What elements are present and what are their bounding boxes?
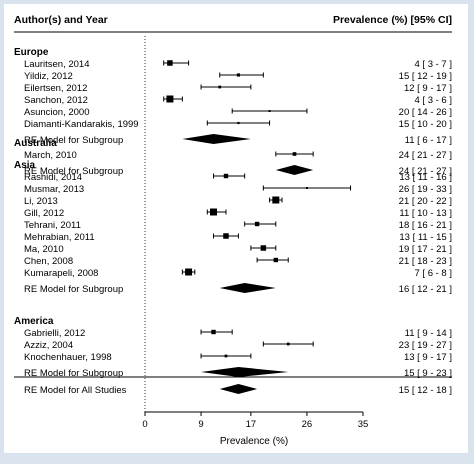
study-estimate-text: 26 [ 19 - 33 ] — [399, 184, 452, 195]
study-estimate-text: 4 [ 3 - 6 ] — [415, 95, 453, 106]
group-heading: Australia — [14, 138, 57, 149]
point-estimate — [273, 257, 278, 263]
point-estimate — [210, 208, 218, 216]
study-label: Mehrabian, 2011 — [24, 232, 95, 243]
study-estimate-text: 7 [ 6 - 8 ] — [415, 268, 453, 279]
plot-panel — [4, 4, 468, 453]
subgroup-estimate-text: 15 [ 9 - 23 ] — [404, 368, 452, 379]
study-label: Diamanti-Kandarakis, 1999 — [24, 119, 139, 130]
study-estimate-text: 13 [ 9 - 17 ] — [404, 352, 452, 363]
subgroup-summary-label: RE Model for Subgroup — [24, 284, 123, 295]
overall-label: RE Model for All Studies — [24, 385, 127, 396]
study-label: Li, 2013 — [24, 196, 58, 207]
point-estimate — [223, 173, 229, 179]
study-estimate-text: 12 [ 9 - 17 ] — [404, 83, 452, 94]
study-label: Lauritsen, 2014 — [24, 59, 90, 70]
study-label: Knochenhauer, 1998 — [24, 352, 112, 363]
subgroup-summary-label: RE Model for Subgroup — [24, 166, 123, 177]
subgroup-summary-label: RE Model for Subgroup — [24, 135, 123, 146]
point-estimate — [166, 95, 174, 103]
header-right: Prevalence (%) [95% CI] — [333, 14, 452, 26]
group-heading: America — [14, 316, 54, 327]
study-label: Kumarapeli, 2008 — [24, 268, 98, 279]
study-estimate-text: 20 [ 14 - 26 ] — [399, 107, 452, 118]
study-estimate-text: 11 [ 9 - 14 ] — [405, 328, 452, 339]
study-label: March, 2010 — [24, 150, 77, 161]
x-tick-label: 17 — [246, 419, 257, 430]
study-estimate-text: 21 [ 18 - 23 ] — [399, 256, 452, 267]
study-label: Sanchon, 2012 — [24, 95, 88, 106]
header-left: Author(s) and Year — [14, 14, 108, 26]
study-estimate-text: 18 [ 16 - 21 ] — [399, 220, 452, 231]
subgroup-summary-label: RE Model for Subgroup — [24, 368, 123, 379]
group-heading: Europe — [14, 47, 49, 58]
point-estimate — [211, 329, 216, 335]
x-tick-label: 0 — [142, 419, 147, 430]
study-estimate-text: 15 [ 12 - 19 ] — [399, 71, 452, 82]
study-label: Yildiz, 2012 — [24, 71, 73, 82]
point-estimate — [292, 152, 297, 156]
study-label: Gabrielli, 2012 — [24, 328, 85, 339]
x-axis: 0 9 17 26 35 — [142, 411, 369, 430]
point-estimate — [272, 196, 280, 204]
study-estimate-text: 13 [ 11 - 15 ] — [399, 232, 452, 243]
group-heading: Asia — [14, 160, 36, 171]
study-estimate-text: 21 [ 20 - 22 ] — [399, 196, 452, 207]
point-estimate — [254, 221, 260, 227]
x-tick-label: 26 — [302, 419, 313, 430]
study-estimate-text: 13 [ 11 - 16 ] — [399, 172, 452, 183]
subgroup-estimate-text: 16 [ 12 - 21 ] — [399, 284, 452, 295]
subgroup-estimate-text: 11 [ 6 - 17 ] — [405, 135, 452, 146]
subgroup-diamond — [182, 134, 251, 144]
x-tick-label: 9 — [198, 419, 203, 430]
study-label: Azziz, 2004 — [24, 340, 73, 351]
study-label: Gill, 2012 — [24, 208, 64, 219]
study-label: Asuncion, 2000 — [24, 107, 90, 118]
point-estimate — [185, 268, 193, 276]
study-estimate-text: 24 [ 21 - 27 ] — [399, 150, 452, 161]
point-estimate — [218, 85, 222, 89]
study-estimate-text: 15 [ 10 - 20 ] — [399, 119, 452, 130]
point-estimate — [260, 245, 267, 251]
study-label: Ma, 2010 — [24, 244, 64, 255]
study-label: Musmar, 2013 — [24, 184, 84, 195]
study-estimate-text: 23 [ 19 - 27 ] — [399, 340, 452, 351]
study-label: Chen, 2008 — [24, 256, 73, 267]
point-estimate — [286, 342, 290, 346]
study-estimate-text: 19 [ 17 - 21 ] — [399, 244, 452, 255]
x-axis-label: Prevalence (%) — [220, 436, 288, 447]
point-estimate — [224, 354, 228, 358]
subgroup-diamond — [275, 165, 314, 175]
study-label: Tehrani, 2011 — [24, 220, 81, 231]
point-estimate — [167, 60, 173, 66]
subgroup-diamond — [201, 367, 289, 377]
overall-diamond — [219, 384, 258, 394]
point-estimate — [237, 121, 240, 125]
point-estimate — [223, 233, 229, 239]
point-estimate — [236, 73, 240, 77]
study-label: Rashidi, 2014 — [24, 172, 82, 183]
point-estimate — [305, 187, 308, 189]
point-estimate — [268, 110, 271, 112]
study-estimate-text: 4 [ 3 - 7 ] — [415, 59, 453, 70]
subgroup-diamond — [219, 283, 276, 293]
study-estimate-text: 11 [ 10 - 13 ] — [399, 208, 452, 219]
x-tick-label: 35 — [358, 419, 369, 430]
overall-estimate-text: 15 [ 12 - 18 ] — [399, 385, 452, 396]
study-label: Eilertsen, 2012 — [24, 83, 87, 94]
subgroup-estimate-text: 24 [ 21 - 27 ] — [399, 166, 452, 177]
